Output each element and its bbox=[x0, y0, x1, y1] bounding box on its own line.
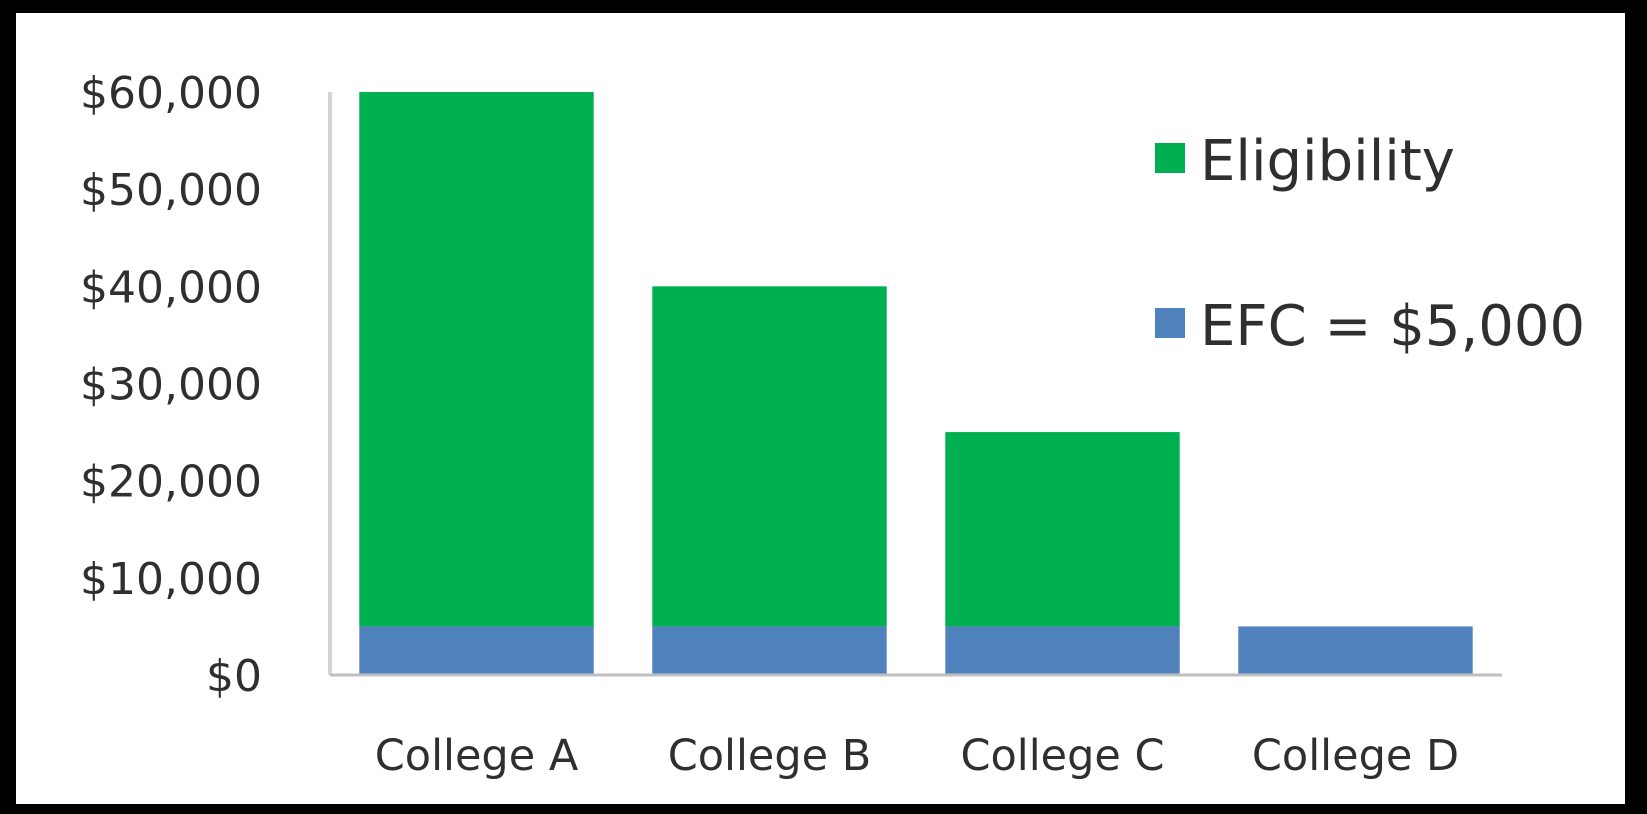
x-tick-label: College A bbox=[375, 731, 579, 781]
y-axis-ticks: $0 $10,000 $20,000 $30,000 $40,000 $50,000 $60… bbox=[80, 68, 262, 702]
x-axis-labels: College A College B College C College D bbox=[375, 731, 1459, 781]
bar-college-c-series-1 bbox=[945, 432, 1180, 627]
y-tick-label: $20,000 bbox=[80, 457, 262, 508]
x-tick-label: College D bbox=[1252, 731, 1459, 781]
bar-college-b-series-1 bbox=[652, 286, 887, 627]
bars-group bbox=[359, 92, 1473, 675]
legend: Eligibility EFC = $5,000 bbox=[1155, 129, 1585, 359]
legend-swatch-eligibility bbox=[1155, 143, 1185, 173]
bar-college-a-series-1 bbox=[359, 92, 594, 627]
y-tick-label: $30,000 bbox=[80, 360, 262, 411]
bar-college-b-series-0 bbox=[652, 626, 887, 675]
legend-label-efc: EFC = $5,000 bbox=[1200, 294, 1585, 359]
legend-swatch-efc bbox=[1155, 308, 1185, 338]
y-tick-label: $0 bbox=[206, 651, 262, 702]
y-tick-label: $10,000 bbox=[80, 554, 262, 605]
bar-college-a-series-0 bbox=[359, 626, 594, 675]
bar-college-c-series-0 bbox=[945, 626, 1180, 675]
x-tick-label: College B bbox=[668, 731, 872, 781]
y-tick-label: $60,000 bbox=[80, 68, 262, 119]
y-tick-label: $50,000 bbox=[80, 165, 262, 216]
y-tick-label: $40,000 bbox=[80, 262, 262, 313]
legend-label-eligibility: Eligibility bbox=[1200, 129, 1455, 194]
x-tick-label: College C bbox=[960, 731, 1164, 781]
bar-college-d-series-0 bbox=[1238, 626, 1473, 675]
